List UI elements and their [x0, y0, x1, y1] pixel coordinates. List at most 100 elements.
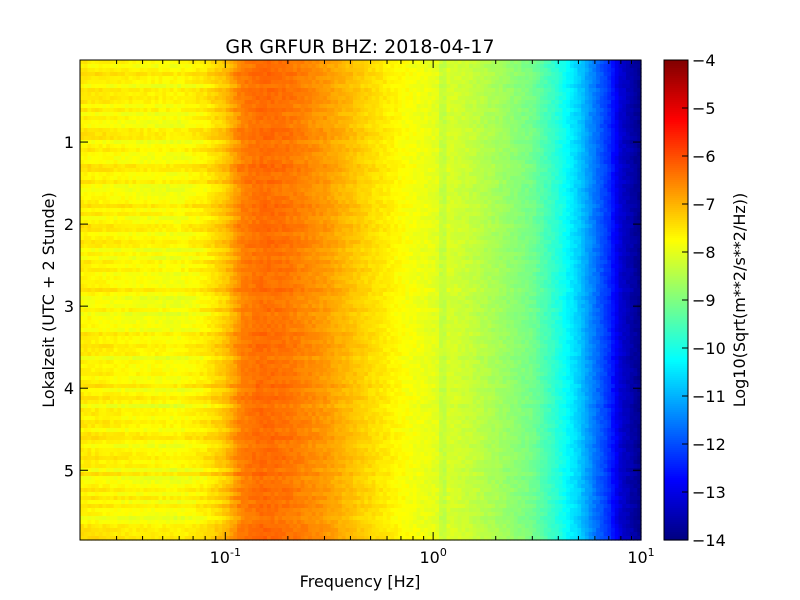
- heatmap-cell: [255, 64, 261, 69]
- heatmap-cell: [510, 100, 515, 105]
- heatmap-cell: [618, 144, 623, 149]
- heatmap-cell: [240, 60, 246, 65]
- heatmap-cell: [207, 124, 212, 129]
- heatmap-cell: [334, 188, 339, 193]
- heatmap-cell: [596, 188, 601, 193]
- heatmap-cell: [476, 184, 481, 189]
- heatmap-cell: [143, 128, 148, 133]
- heatmap-cell: [588, 124, 593, 129]
- heatmap-cell: [543, 188, 549, 193]
- heatmap-cell: [626, 92, 631, 97]
- heatmap-cell: [554, 104, 560, 109]
- heatmap-cell: [487, 140, 492, 145]
- heatmap-cell: [379, 100, 384, 105]
- heatmap-cell: [435, 128, 440, 133]
- heatmap-cell: [491, 156, 496, 161]
- heatmap-cell: [491, 72, 496, 77]
- heatmap-cell: [465, 188, 470, 193]
- heatmap-cell: [435, 76, 440, 81]
- heatmap-cell: [577, 120, 582, 125]
- heatmap-cell: [517, 104, 522, 109]
- heatmap-cell: [573, 188, 579, 193]
- heatmap-cell: [596, 156, 601, 161]
- heatmap-cell: [581, 132, 586, 137]
- heatmap-cell: [603, 124, 608, 129]
- heatmap-cell: [427, 96, 433, 101]
- heatmap-cell: [607, 64, 612, 69]
- heatmap-cell: [195, 76, 201, 81]
- heatmap-cell: [147, 176, 152, 181]
- heatmap-cell: [554, 188, 560, 193]
- heatmap-cell: [412, 152, 418, 157]
- heatmap-cell: [229, 116, 234, 121]
- heatmap-cell: [296, 100, 302, 105]
- heatmap-cell: [577, 184, 582, 189]
- heatmap-cell: [184, 168, 190, 173]
- heatmap-cell: [375, 88, 380, 93]
- heatmap-cell: [547, 136, 552, 141]
- heatmap-cell: [225, 192, 231, 197]
- heatmap-cell: [599, 180, 605, 185]
- heatmap-cell: [461, 172, 466, 177]
- heatmap-cell: [525, 76, 530, 81]
- heatmap-cell: [237, 116, 242, 121]
- heatmap-cell: [330, 184, 335, 189]
- heatmap-cell: [207, 136, 212, 141]
- heatmap-cell: [375, 92, 380, 97]
- heatmap-cell: [386, 168, 392, 173]
- heatmap-cell: [109, 136, 115, 141]
- heatmap-cell: [577, 72, 582, 77]
- heatmap-cell: [240, 84, 246, 89]
- heatmap-cell: [416, 152, 421, 157]
- heatmap-cell: [517, 96, 522, 101]
- heatmap-cell: [607, 76, 612, 81]
- heatmap-cell: [237, 104, 242, 109]
- heatmap-cell: [248, 108, 253, 113]
- heatmap-cell: [117, 104, 122, 109]
- heatmap-cell: [106, 184, 111, 189]
- heatmap-cell: [457, 140, 463, 145]
- heatmap-cell: [517, 68, 522, 73]
- heatmap-cell: [401, 168, 406, 173]
- heatmap-cell: [562, 92, 567, 97]
- heatmap-cell: [364, 176, 369, 181]
- heatmap-cell: [195, 88, 201, 93]
- heatmap-cell: [334, 104, 339, 109]
- heatmap-cell: [521, 104, 526, 109]
- heatmap-cell: [577, 148, 582, 153]
- heatmap-cell: [311, 64, 317, 69]
- heatmap-cell: [109, 60, 115, 65]
- heatmap-cell: [472, 72, 478, 77]
- heatmap-cell: [270, 136, 276, 141]
- heatmap-cell: [304, 76, 309, 81]
- heatmap-cell: [218, 180, 223, 185]
- heatmap-cell: [483, 80, 489, 85]
- heatmap-cell: [177, 180, 182, 185]
- heatmap-cell: [113, 192, 118, 197]
- heatmap-cell: [308, 140, 313, 145]
- heatmap-cell: [83, 72, 89, 77]
- heatmap-cell: [94, 104, 100, 109]
- heatmap-cell: [599, 136, 605, 141]
- heatmap-cell: [281, 68, 287, 73]
- heatmap-cell: [345, 144, 350, 149]
- heatmap-cell: [457, 172, 463, 177]
- heatmap-cell: [427, 160, 433, 165]
- heatmap-cell: [405, 132, 410, 137]
- heatmap-cell: [476, 160, 481, 165]
- heatmap-cell: [296, 164, 302, 169]
- heatmap-cell: [382, 124, 388, 129]
- heatmap-cell: [472, 188, 478, 193]
- heatmap-cell: [147, 128, 152, 133]
- heatmap-cell: [270, 148, 276, 153]
- heatmap-cell: [528, 88, 534, 93]
- heatmap-cell: [259, 160, 264, 165]
- heatmap-cell: [622, 88, 627, 93]
- heatmap-cell: [599, 120, 605, 125]
- heatmap-cell: [476, 124, 481, 129]
- heatmap-cell: [487, 144, 492, 149]
- heatmap-cell: [607, 60, 612, 65]
- heatmap-cell: [401, 172, 406, 177]
- heatmap-cell: [229, 76, 234, 81]
- heatmap-cell: [106, 176, 111, 181]
